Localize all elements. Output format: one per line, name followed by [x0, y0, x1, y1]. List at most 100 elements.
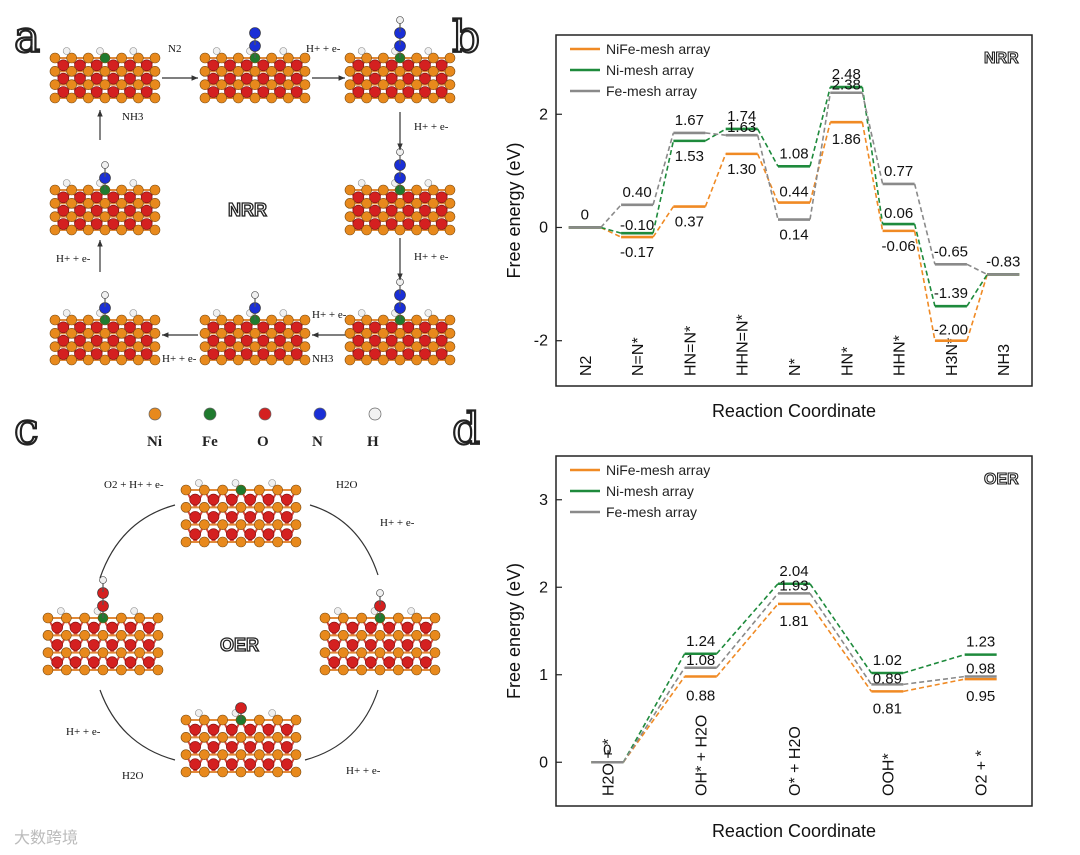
ni-atom [344, 211, 356, 222]
value-label: 1.08 [686, 652, 715, 669]
ni-atom [99, 354, 111, 366]
ni-atom [133, 198, 144, 209]
ni-atom [49, 354, 61, 366]
o-atom [262, 723, 275, 736]
o-atom [74, 72, 86, 85]
ni-atom [361, 198, 372, 209]
ni-atom [116, 79, 127, 90]
ni-atom [199, 502, 210, 513]
o-atom [189, 528, 201, 541]
ni-atom [116, 354, 127, 366]
o-atom [383, 621, 395, 634]
value-label: 0.37 [675, 214, 704, 231]
ni-atom [254, 519, 265, 530]
ni-atom [217, 714, 228, 726]
ni-atom [378, 341, 389, 352]
ni-atom [99, 79, 111, 90]
ni-atom [79, 664, 90, 676]
nrr-slab-1 [49, 47, 161, 104]
o-atom [281, 528, 293, 541]
o-atom [90, 204, 103, 217]
legend-label: NiFe-mesh array [606, 462, 710, 478]
o-atom [385, 59, 398, 72]
ni-atom [149, 314, 161, 326]
value-label: 1.67 [675, 112, 704, 129]
ni-atom [344, 184, 356, 196]
energy-connector [913, 183, 936, 265]
value-label: 1.08 [779, 145, 808, 162]
oer-slab-top [180, 479, 302, 548]
ni-atom [344, 66, 356, 77]
o-atom [189, 511, 201, 523]
o-atom [352, 59, 365, 72]
ni-atom [444, 52, 456, 64]
o-atom [189, 493, 201, 506]
ni-atom [49, 52, 61, 64]
ni-atom [356, 612, 367, 624]
ni-atom [344, 92, 356, 104]
o-atom [402, 59, 415, 72]
category-label: HN* [839, 347, 856, 376]
nrr-step-label: H+ + e- [312, 309, 347, 321]
ni-atom [411, 52, 422, 64]
o-atom [107, 86, 120, 98]
o-atom [419, 72, 431, 85]
category-label: OOH* [880, 753, 897, 796]
ni-atom [428, 354, 439, 366]
ni-atom [66, 328, 77, 339]
ni-atom [235, 749, 247, 760]
o-atom [143, 621, 155, 634]
y-tick-label: 0 [539, 754, 548, 771]
ni-atom [378, 198, 389, 209]
ni-atom [99, 211, 111, 222]
ni-atom [83, 184, 94, 196]
ni-atom [99, 224, 111, 236]
nrr-arrow-8-head [97, 110, 103, 117]
ni-atom [42, 647, 54, 658]
ni-atom [66, 52, 77, 64]
o-atom [74, 59, 86, 72]
ni-atom [180, 766, 192, 778]
o-atom [420, 639, 432, 651]
y-tick-label: 0 [539, 219, 548, 236]
o-atom [124, 621, 137, 634]
o-atom [328, 639, 340, 651]
o-atom [74, 204, 86, 217]
o-atom [262, 741, 275, 753]
o-atom [328, 621, 340, 634]
o-atom [402, 86, 415, 98]
ni-atom [428, 211, 439, 222]
nrr-step-label: NH3 [122, 111, 144, 123]
o-atom [365, 656, 377, 669]
o-atom [90, 218, 103, 230]
value-label: 1.81 [779, 613, 808, 630]
category-label: N* [787, 358, 804, 376]
o-atom [402, 72, 415, 85]
legend-label: Fe-mesh array [606, 83, 697, 99]
o-atom [88, 639, 100, 651]
ni-atom [429, 630, 441, 641]
o-atom [90, 321, 103, 334]
chart-tag: NRR [984, 50, 1019, 67]
ni-atom [99, 341, 111, 352]
ni-atom [338, 612, 349, 624]
category-label: O2 + * [974, 750, 991, 796]
o-atom [402, 218, 415, 230]
ni-atom [199, 484, 210, 496]
ni-atom [444, 341, 456, 352]
o-atom [226, 741, 238, 753]
o-atom [274, 321, 286, 334]
nrr-step-label: H+ + e- [306, 43, 341, 55]
o-atom [140, 204, 153, 217]
ni-atom [299, 79, 311, 90]
nrr-arrow-5-head [312, 332, 319, 338]
ni-atom [266, 354, 277, 366]
o-atom [107, 348, 120, 360]
o-atom [369, 191, 381, 204]
o-atom [281, 511, 293, 523]
ni-atom [49, 198, 61, 209]
energy-connector [716, 603, 779, 678]
ni-atom [429, 664, 441, 676]
ni-atom [254, 714, 265, 726]
o-atom [369, 86, 381, 98]
